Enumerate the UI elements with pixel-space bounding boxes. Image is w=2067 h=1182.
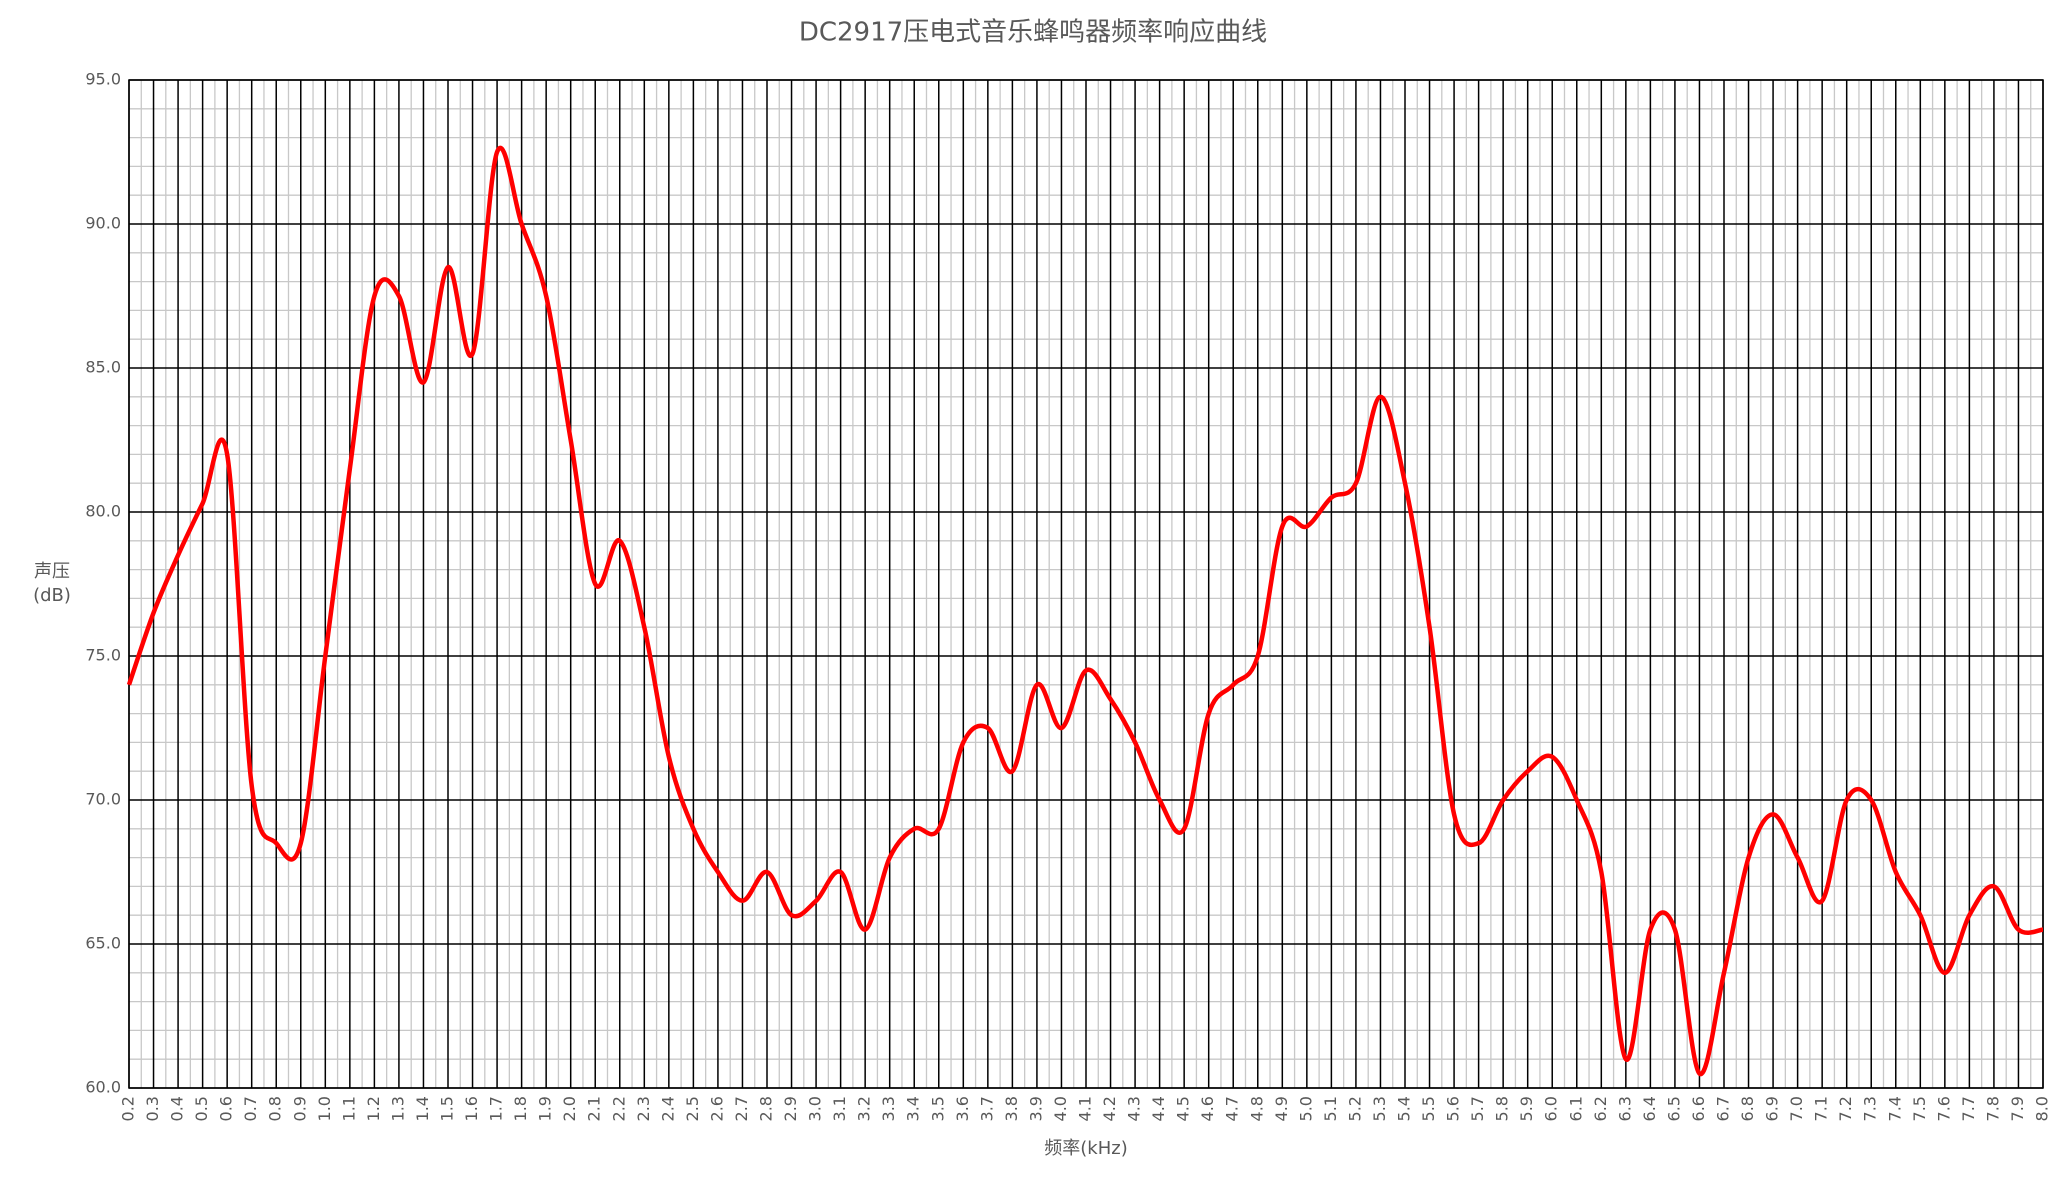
x-tick-label: 5.3	[1370, 1096, 1389, 1121]
x-tick-label: 3.7	[977, 1096, 996, 1121]
x-tick-label: 7.8	[1983, 1096, 2002, 1121]
x-tick-label: 3.2	[855, 1096, 874, 1121]
x-tick-label: 6.4	[1640, 1096, 1659, 1121]
y-axis-label: (dB)	[33, 585, 71, 606]
x-tick-label: 6.1	[1566, 1096, 1585, 1121]
x-tick-label: 7.1	[1812, 1096, 1831, 1121]
x-tick-label: 0.3	[143, 1096, 162, 1121]
y-tick-label: 70.0	[85, 790, 121, 809]
x-tick-label: 5.7	[1468, 1096, 1487, 1121]
x-tick-label: 2.2	[609, 1096, 628, 1121]
x-tick-label: 1.2	[364, 1096, 383, 1121]
x-tick-label: 6.8	[1738, 1096, 1757, 1121]
x-tick-label: 6.9	[1763, 1096, 1782, 1121]
x-tick-label: 5.5	[1419, 1096, 1438, 1121]
x-tick-label: 5.4	[1395, 1096, 1414, 1121]
x-tick-label: 2.0	[560, 1096, 579, 1121]
x-tick-label: 1.8	[511, 1096, 530, 1121]
x-tick-label: 4.9	[1272, 1096, 1291, 1121]
x-tick-label: 2.4	[658, 1096, 677, 1121]
x-tick-label: 6.7	[1714, 1096, 1733, 1121]
x-tick-label: 0.4	[168, 1096, 187, 1121]
x-tick-label: 3.5	[928, 1096, 947, 1121]
x-tick-label: 7.0	[1787, 1096, 1806, 1121]
x-tick-label: 7.2	[1836, 1096, 1855, 1121]
x-tick-label: 0.9	[290, 1096, 309, 1121]
y-tick-label: 65.0	[85, 934, 121, 953]
y-axis-label: 声压	[34, 561, 70, 582]
x-tick-label: 4.3	[1125, 1096, 1144, 1121]
x-tick-label: 4.5	[1174, 1096, 1193, 1121]
x-tick-label: 0.5	[192, 1096, 211, 1121]
x-tick-label: 2.1	[585, 1096, 604, 1121]
x-tick-label: 2.9	[781, 1096, 800, 1121]
y-tick-label: 60.0	[85, 1078, 121, 1097]
x-tick-label: 2.5	[683, 1096, 702, 1121]
x-tick-label: 8.0	[2033, 1096, 2052, 1121]
plot-border	[128, 79, 2044, 1089]
x-tick-label: 4.2	[1100, 1096, 1119, 1121]
x-tick-label: 1.6	[462, 1096, 481, 1121]
x-tick-label: 3.8	[1002, 1096, 1021, 1121]
x-tick-label: 5.1	[1321, 1096, 1340, 1121]
x-tick-label: 1.3	[388, 1096, 407, 1121]
x-tick-label: 3.4	[904, 1096, 923, 1121]
y-tick-label: 90.0	[85, 214, 121, 233]
x-tick-label: 3.3	[879, 1096, 898, 1121]
data-line	[126, 146, 2044, 1076]
y-tick-label: 95.0	[85, 70, 121, 89]
x-tick-label: 2.3	[634, 1096, 653, 1121]
x-tick-label: 5.2	[1345, 1096, 1364, 1121]
x-tick-label: 1.4	[413, 1096, 432, 1121]
x-tick-label: 0.2	[119, 1096, 138, 1121]
x-tick-label: 3.1	[830, 1096, 849, 1121]
x-tick-label: 6.6	[1689, 1096, 1708, 1121]
x-tick-label: 3.0	[806, 1096, 825, 1121]
x-tick-label: 6.5	[1664, 1096, 1683, 1121]
x-tick-label: 4.7	[1223, 1096, 1242, 1121]
x-tick-label: 3.9	[1026, 1096, 1045, 1121]
x-tick-label: 1.7	[487, 1096, 506, 1121]
x-tick-label: 5.8	[1493, 1096, 1512, 1121]
x-tick-label: 2.8	[757, 1096, 776, 1121]
x-tick-label: 7.4	[1885, 1096, 1904, 1121]
x-tick-label: 7.3	[1861, 1096, 1880, 1121]
x-tick-label: 5.9	[1517, 1096, 1536, 1121]
x-tick-label: 7.5	[1910, 1096, 1929, 1121]
x-tick-label: 2.7	[732, 1096, 751, 1121]
x-tick-label: 3.6	[953, 1096, 972, 1121]
x-tick-label: 6.3	[1615, 1096, 1634, 1121]
chart-title: DC2917压电式音乐蜂鸣器频率响应曲线	[799, 18, 1267, 48]
x-tick-label: 1.0	[315, 1096, 334, 1121]
y-tick-label: 85.0	[85, 358, 121, 377]
x-tick-label: 2.6	[707, 1096, 726, 1121]
x-tick-label: 4.4	[1149, 1096, 1168, 1121]
x-tick-label: 6.2	[1591, 1096, 1610, 1121]
x-tick-label: 7.9	[2008, 1096, 2027, 1121]
x-tick-label: 1.9	[536, 1096, 555, 1121]
x-tick-label: 0.8	[266, 1096, 285, 1121]
x-tick-label: 4.1	[1076, 1096, 1095, 1121]
y-tick-label: 75.0	[85, 646, 121, 665]
x-tick-label: 4.8	[1247, 1096, 1266, 1121]
x-tick-label: 4.0	[1051, 1096, 1070, 1121]
y-tick-label: 80.0	[85, 502, 121, 521]
x-tick-label: 7.6	[1934, 1096, 1953, 1121]
x-tick-label: 0.7	[241, 1096, 260, 1121]
x-tick-label: 1.1	[339, 1096, 358, 1121]
x-tick-label: 7.7	[1959, 1096, 1978, 1121]
x-tick-label: 5.6	[1444, 1096, 1463, 1121]
x-axis-label: 频率(kHz)	[1044, 1138, 1127, 1159]
x-tick-label: 6.0	[1542, 1096, 1561, 1121]
x-tick-label: 1.5	[438, 1096, 457, 1121]
x-tick-label: 0.6	[217, 1096, 236, 1121]
x-tick-label: 4.6	[1198, 1096, 1217, 1121]
x-tick-label: 5.0	[1296, 1096, 1315, 1121]
